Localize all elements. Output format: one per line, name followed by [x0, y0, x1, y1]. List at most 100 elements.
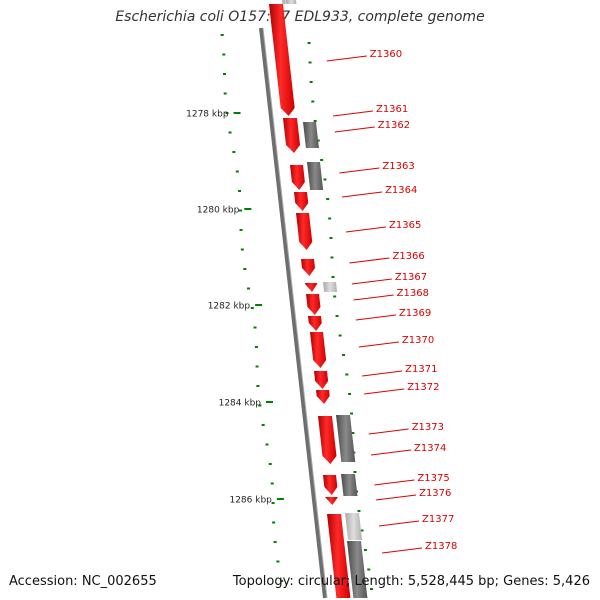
gc-dot — [309, 81, 313, 83]
gc-dot — [256, 385, 260, 387]
gene-features — [269, 0, 368, 598]
gc-dot — [280, 580, 284, 582]
gc-dot — [247, 287, 251, 290]
gene-feature[interactable] — [323, 475, 338, 495]
scale-tick-label: 1284 kbp — [219, 399, 262, 409]
gc-dot — [308, 61, 312, 64]
genome-summary-text: Topology: circular; Length: 5,528,445 bp… — [232, 574, 590, 589]
gene-feature[interactable] — [325, 497, 338, 505]
gene-label[interactable]: Z1372 — [407, 382, 439, 393]
gc-dot — [335, 315, 339, 317]
gc-dot — [270, 482, 274, 485]
gc-dot — [261, 424, 265, 426]
gc-dot — [239, 209, 243, 212]
gene-label[interactable]: Z1365 — [389, 220, 421, 231]
gc-dot — [345, 373, 349, 376]
gene-label[interactable]: Z1373 — [412, 422, 444, 433]
gene-feature[interactable] — [305, 283, 318, 292]
gene-label[interactable]: Z1367 — [395, 272, 427, 283]
gene-feature[interactable] — [306, 294, 321, 315]
gene-label-leader — [362, 370, 403, 377]
gene-label-leader — [334, 126, 375, 133]
gene-label-leader — [358, 341, 399, 348]
gene-label-leader — [339, 167, 380, 174]
gc-dot — [360, 529, 364, 532]
gene-label[interactable]: Z1368 — [397, 288, 429, 299]
gc-dot — [235, 170, 239, 173]
gene-label[interactable]: Z1369 — [399, 308, 431, 319]
gc-dot — [328, 217, 332, 220]
gc-dot — [273, 541, 277, 543]
gene-feature[interactable] — [301, 259, 316, 276]
gc-dot — [253, 326, 257, 329]
scale-tick-label: 1278 kbp — [186, 110, 229, 120]
gene-label[interactable]: Z1376 — [419, 488, 451, 499]
gene-feature[interactable] — [269, 4, 295, 116]
gene-label-leader — [364, 388, 405, 395]
gc-dot — [353, 471, 357, 473]
gene-label[interactable]: Z1371 — [405, 364, 437, 375]
gene-feature[interactable] — [336, 415, 356, 462]
gc-dot — [223, 92, 227, 95]
gene-label-leader — [353, 294, 394, 301]
gene-label-leader — [376, 494, 417, 501]
gc-dot — [243, 268, 247, 270]
gc-dot — [350, 412, 354, 415]
gc-dot — [333, 295, 337, 298]
gene-label[interactable]: Z1364 — [385, 185, 417, 196]
gene-feature[interactable] — [341, 474, 358, 496]
backbone — [259, 27, 328, 599]
gc-dot — [222, 73, 226, 75]
gene-label[interactable]: Z1374 — [414, 443, 446, 454]
gene-label[interactable]: Z1370 — [402, 335, 434, 346]
gc-dot — [331, 276, 335, 278]
gene-feature[interactable] — [323, 282, 338, 292]
gene-feature[interactable] — [310, 332, 327, 368]
gene-label[interactable]: Z1375 — [417, 473, 449, 484]
gc-dot — [228, 131, 232, 134]
gene-label[interactable]: Z1377 — [422, 514, 454, 525]
gene-feature[interactable] — [296, 213, 313, 250]
gene-feature[interactable] — [286, 0, 297, 4]
gc-dot — [369, 588, 373, 590]
gc-dot — [220, 34, 224, 36]
gene-feature[interactable] — [316, 390, 330, 404]
gene-feature[interactable] — [327, 514, 351, 598]
gene-feature[interactable] — [283, 118, 301, 153]
gc-dot — [271, 502, 275, 504]
gene-label[interactable]: Z1361 — [376, 104, 408, 115]
gene-label[interactable]: Z1363 — [382, 161, 414, 172]
gene-feature[interactable] — [307, 162, 324, 190]
gene-label-leader — [370, 449, 412, 456]
gene-feature[interactable] — [345, 513, 363, 540]
gc-dot — [276, 560, 280, 563]
gene-feature[interactable] — [347, 541, 368, 598]
gene-feature[interactable] — [294, 192, 309, 211]
gc-dot — [367, 568, 371, 571]
gene-label[interactable]: Z1360 — [370, 49, 402, 60]
gc-dot — [255, 365, 259, 368]
gc-skew-track — [220, 34, 373, 590]
gene-feature[interactable] — [318, 416, 337, 464]
gene-feature[interactable] — [303, 122, 319, 148]
gene-label[interactable]: Z1362 — [378, 120, 410, 131]
gc-dot — [330, 256, 334, 259]
gc-dot — [222, 53, 226, 56]
gc-dot — [268, 463, 272, 465]
scale-tick-label: 1280 kbp — [197, 206, 240, 216]
gene-feature[interactable] — [290, 165, 305, 190]
gc-dot — [323, 178, 327, 181]
gene-feature[interactable] — [314, 371, 329, 389]
gene-feature[interactable] — [308, 316, 322, 331]
gc-dot — [342, 354, 346, 356]
gene-label[interactable]: Z1378 — [425, 541, 457, 552]
gc-dot — [311, 100, 315, 103]
scale-tick-label: 1282 kbp — [208, 302, 251, 312]
gene-label-leader — [345, 226, 387, 233]
gc-dot — [265, 443, 269, 446]
accession-text: Accession: NC_002655 — [9, 574, 157, 589]
scale-tick-label: 1286 kbp — [229, 496, 272, 506]
gc-dot — [338, 334, 342, 337]
gene-label[interactable]: Z1366 — [392, 251, 424, 262]
